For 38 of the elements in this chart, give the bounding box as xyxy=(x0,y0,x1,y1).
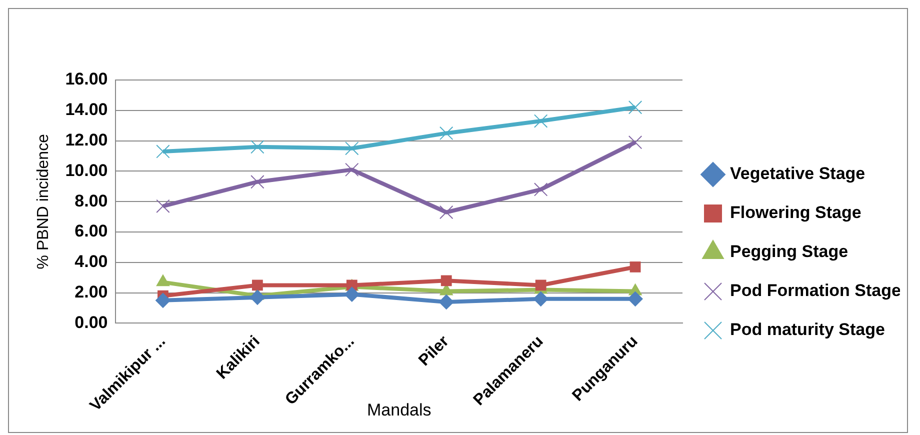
x-axis-title: Mandals xyxy=(366,400,432,420)
point xyxy=(439,126,454,140)
point xyxy=(535,280,546,291)
point xyxy=(345,162,359,177)
point xyxy=(155,292,170,308)
y-tick-label: 6.00 xyxy=(74,222,108,241)
y-tick-label: 10.00 xyxy=(65,160,108,180)
legend-label: Vegetative Stage xyxy=(730,164,866,184)
point xyxy=(439,205,454,220)
point xyxy=(628,291,643,306)
y-axis-title: % PBND incidence xyxy=(35,134,52,270)
point xyxy=(156,199,170,214)
y-tick-label: 14.00 xyxy=(65,100,108,120)
point xyxy=(534,114,548,128)
point xyxy=(628,135,642,150)
point xyxy=(534,182,548,196)
legend-label: Pod maturity Stage xyxy=(730,320,885,340)
point xyxy=(156,144,170,158)
y-tick-label: 4.00 xyxy=(74,252,108,272)
point xyxy=(628,100,642,114)
point xyxy=(440,275,452,286)
point xyxy=(344,286,360,302)
y-tick-label: 8.00 xyxy=(74,191,108,210)
legend-label: Pod Formation Stage xyxy=(730,281,901,300)
point xyxy=(250,140,264,154)
point xyxy=(533,291,548,306)
y-tick-label: 12.00 xyxy=(65,130,108,150)
point xyxy=(438,294,454,310)
legend-label: Flowering Stage xyxy=(730,203,862,222)
legend-label: Pegging Stage xyxy=(730,242,848,262)
point xyxy=(252,280,263,291)
point xyxy=(630,262,641,272)
point xyxy=(250,290,265,305)
point xyxy=(250,174,264,189)
y-tick-label: 2.00 xyxy=(74,282,108,302)
point xyxy=(345,142,359,156)
y-tick-label: 16.00 xyxy=(65,70,108,89)
y-tick-label: 0.00 xyxy=(74,312,108,332)
